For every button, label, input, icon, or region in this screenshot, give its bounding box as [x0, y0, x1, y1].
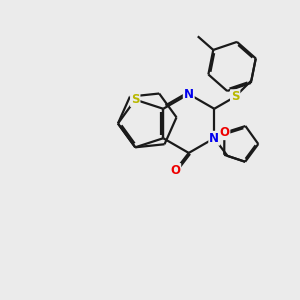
Text: S: S [231, 90, 239, 103]
Text: N: N [209, 132, 219, 145]
Text: N: N [184, 88, 194, 100]
Text: O: O [170, 164, 180, 177]
Text: O: O [219, 126, 230, 139]
Text: S: S [131, 93, 140, 106]
